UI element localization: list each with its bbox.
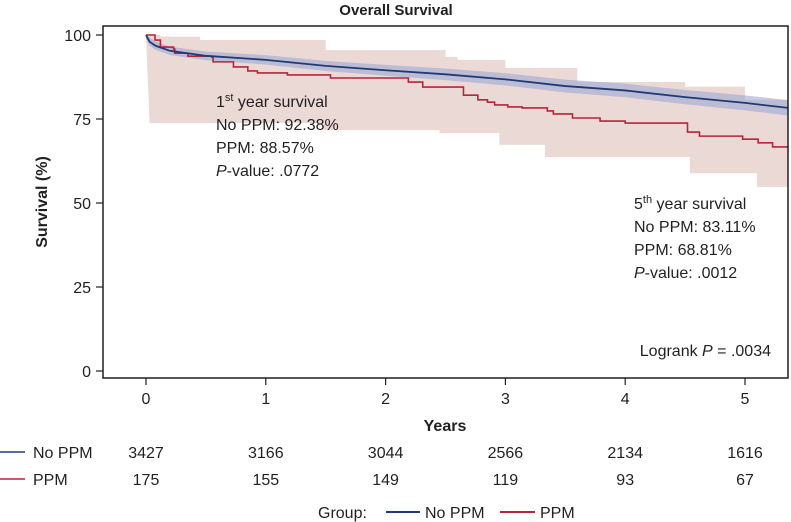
risk-table-cell: 149 [372, 472, 399, 489]
risk-table: No PPM PPM 3427 3166 3044 2566 2134 1616 175 15… [0, 445, 763, 489]
risk-table-cell: 1616 [727, 445, 763, 462]
risk-table-cell: 3166 [248, 445, 284, 462]
y-tick-label: 25 [73, 280, 91, 297]
x-tick-label: 4 [621, 391, 630, 408]
annotation-year5-title: year survival [652, 196, 746, 213]
x-tick-label: 0 [142, 391, 151, 408]
risk-table-cell: 93 [616, 472, 634, 489]
x-axis: 0 1 2 3 4 5 [142, 378, 750, 408]
plot-frame [102, 25, 789, 379]
y-axis: 0 25 50 75 100 [64, 28, 103, 381]
annotation-year1-p-value: -value: .0772 [227, 163, 320, 180]
annotation-year1-no-ppm: No PPM: 92.38% [216, 117, 339, 134]
logrank-p-italic: P [702, 343, 713, 360]
x-tick-label: 2 [381, 391, 390, 408]
survival-curves [145, 34, 789, 148]
no-ppm-survival-curve [145, 34, 789, 109]
annotation-year1-sup: st [225, 92, 234, 104]
y-tick-label: 0 [82, 364, 91, 381]
risk-table-cell: 3427 [128, 445, 164, 462]
ppm-confidence-band [146, 35, 789, 187]
legend-label-no-ppm: No PPM [425, 505, 485, 522]
annotation-year5-num: 5 [634, 196, 643, 213]
risk-row-label-no-ppm: No PPM [33, 445, 93, 462]
x-tick-label: 1 [261, 391, 270, 408]
x-tick-label: 5 [741, 391, 750, 408]
annotation-year1-ppm: PPM: 88.57% [216, 140, 314, 157]
annotation-year1-p-italic: P [216, 163, 227, 180]
y-tick-label: 75 [73, 112, 91, 129]
svg-text:P-value: .0772: P-value: .0772 [216, 163, 319, 180]
annotation-year5-no-ppm: No PPM: 83.11% [634, 219, 756, 236]
annotation-year1: 1st year survival No PPM: 92.38% PPM: 88… [216, 92, 339, 180]
risk-table-cell: 175 [133, 472, 160, 489]
svg-text:5th year survival: 5th year survival [634, 194, 746, 213]
y-tick-label: 100 [64, 28, 91, 45]
ppm-survival-curve [146, 34, 789, 148]
risk-table-cell: 2134 [607, 445, 643, 462]
risk-table-cell: 155 [252, 472, 279, 489]
svg-text:P-value: .0012: P-value: .0012 [634, 265, 737, 282]
svg-text:1st year survival: 1st year survival [216, 92, 328, 111]
chart-title: Overall Survival [339, 2, 452, 19]
logrank-annotation: Logrank P = .0034 [640, 343, 771, 360]
y-axis-label: Survival (%) [34, 156, 51, 248]
x-tick-label: 3 [501, 391, 510, 408]
risk-table-cell: 3044 [368, 445, 404, 462]
annotation-year5-p-value: -value: .0012 [645, 265, 738, 282]
annotation-year5-sup: th [643, 194, 652, 206]
legend: Group: No PPM PPM [318, 505, 575, 522]
annotation-year1-title: year survival [233, 94, 327, 111]
y-tick-label: 50 [73, 196, 91, 213]
risk-table-cell: 67 [736, 472, 754, 489]
risk-row-label-ppm: PPM [33, 472, 68, 489]
risk-table-cell: 2566 [488, 445, 524, 462]
legend-label-ppm: PPM [540, 505, 575, 522]
logrank-prefix: Logrank [640, 343, 702, 360]
annotation-year5-p-italic: P [634, 265, 645, 282]
risk-table-cell: 119 [493, 472, 519, 489]
annotation-year5-ppm: PPM: 68.81% [634, 242, 732, 259]
logrank-value: = .0034 [713, 343, 771, 360]
x-axis-label: Years [424, 418, 467, 435]
annotation-year5: 5th year survival No PPM: 83.11% PPM: 68… [634, 194, 756, 282]
annotation-year1-num: 1 [216, 94, 225, 111]
legend-title: Group: [318, 505, 367, 522]
